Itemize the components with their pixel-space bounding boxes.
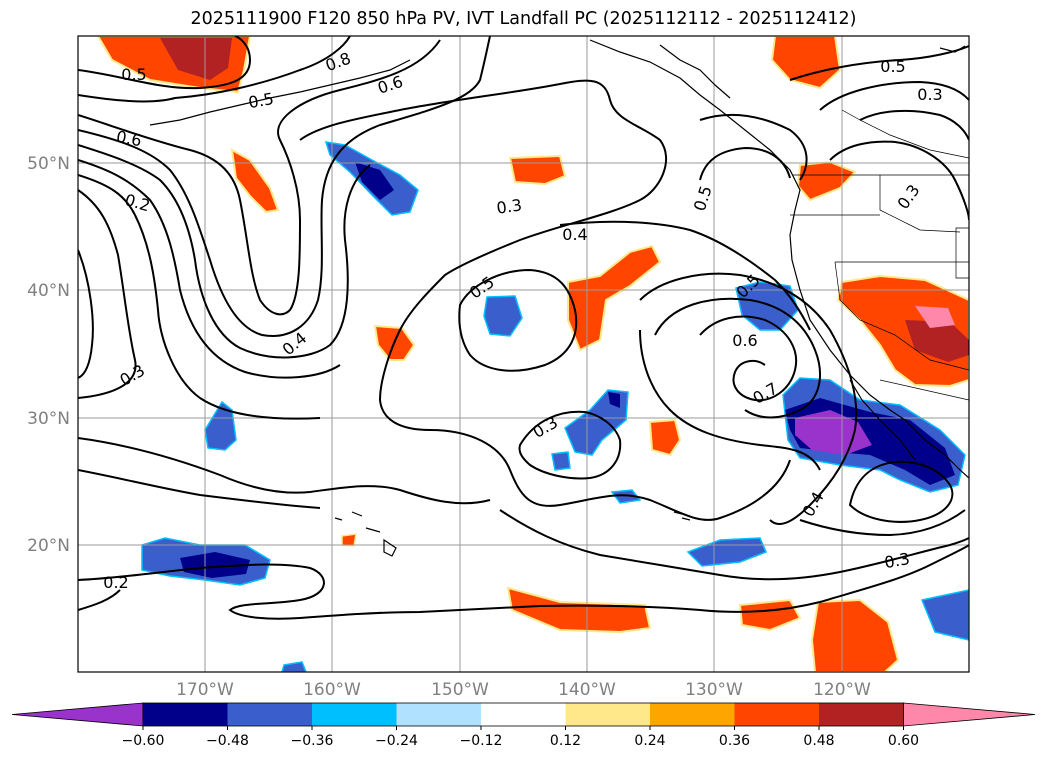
- colorbar-cell: [143, 703, 228, 726]
- colorbar: −0.60 −0.48 −0.36 −0.24 −0.12 0.12 0.24 0.36 0.4…: [11, 702, 1036, 749]
- contour-label: 0.3: [917, 85, 942, 104]
- lon-label-160w: 160°W: [303, 680, 361, 700]
- contour-label: 0.5: [121, 65, 146, 84]
- lon-label-120w: 120°W: [813, 680, 871, 700]
- map-title: 2025111900 F120 850 hPa PV, IVT Landfall…: [190, 9, 857, 29]
- lat-label-20n: 20°N: [27, 536, 70, 556]
- colorbar-tick-label: 0.60: [888, 733, 919, 749]
- political-borders: [790, 109, 969, 401]
- lat-label-30n: 30°N: [27, 409, 70, 429]
- lon-label-170w: 170°W: [176, 680, 234, 700]
- contour-label: 0.5: [880, 57, 905, 76]
- colorbar-tick-label: 0.24: [634, 733, 665, 749]
- colorbar-cell: [734, 703, 819, 726]
- contour-label: 0.5: [247, 89, 275, 112]
- colorbar-tick-label: −0.60: [122, 733, 165, 749]
- colorbar-cell: [396, 703, 481, 726]
- colorbar-extend-high: [903, 702, 1036, 727]
- colorbar-tick-label: 0.48: [803, 733, 834, 749]
- colorbar-tick-label: 0.12: [550, 733, 581, 749]
- lat-label-50n: 50°N: [27, 154, 70, 174]
- colorbar-cell: [227, 703, 312, 726]
- lon-label-150w: 150°W: [431, 680, 489, 700]
- contour-label: 0.6: [732, 331, 757, 350]
- colorbar-tick-label: −0.48: [206, 733, 249, 749]
- colorbar-tick-label: −0.24: [375, 733, 418, 749]
- lon-label-140w: 140°W: [558, 680, 616, 700]
- graticule: [78, 36, 969, 672]
- latitude-labels: 50°N 40°N 30°N 20°N: [27, 154, 70, 556]
- lat-label-40n: 40°N: [27, 281, 70, 301]
- contour-label: 0.3: [495, 195, 523, 217]
- colorbar-cell: [481, 703, 566, 726]
- colorbar-cell: [565, 703, 650, 726]
- longitude-labels: 170°W 160°W 150°W 140°W 130°W 120°W: [176, 680, 871, 700]
- colorbar-tick-label: −0.36: [291, 733, 334, 749]
- colorbar-extend-low: [11, 702, 144, 727]
- contour-label: 0.3: [883, 549, 911, 572]
- contour-label: 0.4: [562, 225, 587, 244]
- colorbar-cell: [819, 703, 904, 726]
- lon-label-130w: 130°W: [685, 680, 743, 700]
- ivt-contours: [78, 36, 969, 620]
- map-border: [77, 35, 970, 673]
- contour-label: 0.2: [103, 573, 128, 592]
- colorbar-outline: [142, 702, 904, 727]
- colorbar-tick-label: 0.36: [719, 733, 750, 749]
- colorbar-cell: [312, 703, 397, 726]
- colorbar-cell: [650, 703, 735, 726]
- contour-label: 0.6: [115, 127, 143, 150]
- colorbar-tick-label: −0.12: [460, 733, 503, 749]
